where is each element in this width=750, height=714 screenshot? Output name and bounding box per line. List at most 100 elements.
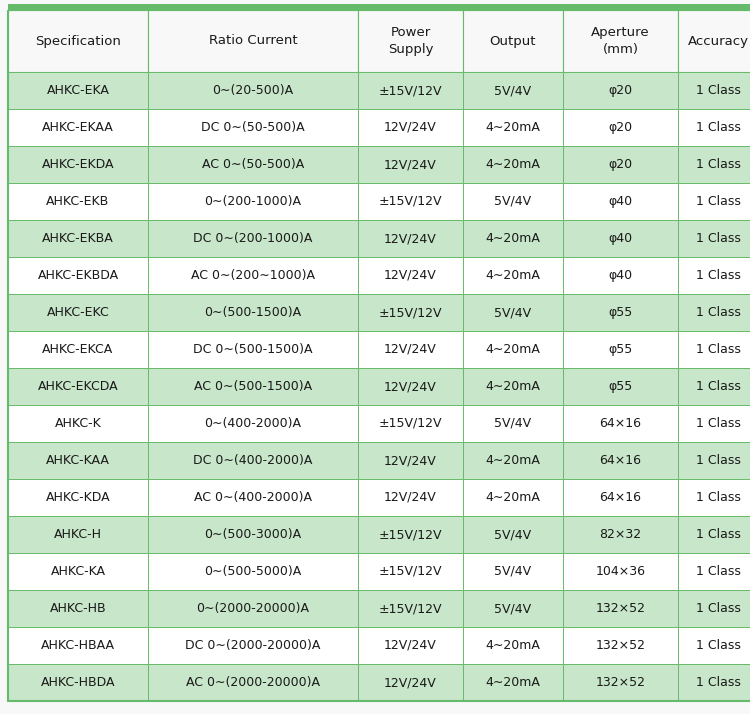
Bar xyxy=(678,368,750,405)
Bar xyxy=(678,590,750,627)
Bar xyxy=(463,10,563,72)
Bar xyxy=(463,294,563,331)
Text: 4∼20mA: 4∼20mA xyxy=(485,158,541,171)
Bar xyxy=(148,405,358,442)
Text: 132×52: 132×52 xyxy=(596,602,646,615)
Text: 1 Class: 1 Class xyxy=(695,121,740,134)
Text: 12V/24V: 12V/24V xyxy=(384,343,436,356)
Bar xyxy=(358,368,463,405)
Text: AC 0∼(500-1500)A: AC 0∼(500-1500)A xyxy=(194,380,312,393)
Text: 1 Class: 1 Class xyxy=(695,232,740,245)
Bar xyxy=(8,109,148,146)
Text: 4∼20mA: 4∼20mA xyxy=(485,121,541,134)
Bar xyxy=(358,479,463,516)
Bar xyxy=(358,72,463,109)
Text: 1 Class: 1 Class xyxy=(695,454,740,467)
Text: DC 0∼(50-500)A: DC 0∼(50-500)A xyxy=(201,121,304,134)
Bar xyxy=(8,553,148,590)
Bar xyxy=(678,442,750,479)
Text: AHKC-EKBA: AHKC-EKBA xyxy=(42,232,114,245)
Text: Output: Output xyxy=(490,34,536,48)
Bar xyxy=(678,664,750,701)
Text: 1 Class: 1 Class xyxy=(695,195,740,208)
Text: 5V/4V: 5V/4V xyxy=(494,306,532,319)
Bar xyxy=(148,590,358,627)
Text: 1 Class: 1 Class xyxy=(695,84,740,97)
Bar xyxy=(678,220,750,257)
Bar xyxy=(563,183,678,220)
Bar xyxy=(148,146,358,183)
Bar xyxy=(563,72,678,109)
Bar xyxy=(563,368,678,405)
Text: 64×16: 64×16 xyxy=(599,491,641,504)
Text: 5V/4V: 5V/4V xyxy=(494,565,532,578)
Bar xyxy=(358,331,463,368)
Text: 0∼(500-1500)A: 0∼(500-1500)A xyxy=(205,306,302,319)
Text: 1 Class: 1 Class xyxy=(695,158,740,171)
Bar xyxy=(463,183,563,220)
Text: 5V/4V: 5V/4V xyxy=(494,84,532,97)
Text: 1 Class: 1 Class xyxy=(695,565,740,578)
Bar xyxy=(358,590,463,627)
Text: 4∼20mA: 4∼20mA xyxy=(485,454,541,467)
Bar xyxy=(8,10,148,72)
Text: 132×52: 132×52 xyxy=(596,676,646,689)
Bar xyxy=(148,72,358,109)
Bar xyxy=(563,405,678,442)
Text: 12V/24V: 12V/24V xyxy=(384,491,436,504)
Bar xyxy=(463,257,563,294)
Text: ±15V/12V: ±15V/12V xyxy=(379,528,442,541)
Text: 12V/24V: 12V/24V xyxy=(384,121,436,134)
Bar xyxy=(8,664,148,701)
Text: AHKC-KDA: AHKC-KDA xyxy=(46,491,110,504)
Bar xyxy=(8,294,148,331)
Text: 82×32: 82×32 xyxy=(599,528,641,541)
Bar xyxy=(358,109,463,146)
Bar xyxy=(148,368,358,405)
Text: 0∼(500-3000)A: 0∼(500-3000)A xyxy=(205,528,302,541)
Bar xyxy=(463,331,563,368)
Text: Accuracy: Accuracy xyxy=(688,34,748,48)
Bar xyxy=(678,146,750,183)
Text: 12V/24V: 12V/24V xyxy=(384,454,436,467)
Text: DC 0∼(2000-20000)A: DC 0∼(2000-20000)A xyxy=(185,639,321,652)
Text: 1 Class: 1 Class xyxy=(695,676,740,689)
Bar xyxy=(678,10,750,72)
Text: 0∼(500-5000)A: 0∼(500-5000)A xyxy=(204,565,302,578)
Text: AC 0∼(50-500)A: AC 0∼(50-500)A xyxy=(202,158,304,171)
Bar xyxy=(358,405,463,442)
Bar xyxy=(148,664,358,701)
Text: ±15V/12V: ±15V/12V xyxy=(379,195,442,208)
Text: Power
Supply: Power Supply xyxy=(388,26,433,56)
Text: AHKC-K: AHKC-K xyxy=(55,417,101,430)
Text: 104×36: 104×36 xyxy=(596,565,646,578)
Bar xyxy=(8,146,148,183)
Text: 4∼20mA: 4∼20mA xyxy=(485,491,541,504)
Bar xyxy=(8,331,148,368)
Bar xyxy=(563,294,678,331)
Text: DC 0∼(200-1000)A: DC 0∼(200-1000)A xyxy=(194,232,313,245)
Bar xyxy=(463,516,563,553)
Bar xyxy=(563,516,678,553)
Bar xyxy=(563,220,678,257)
Bar xyxy=(678,405,750,442)
Text: AHKC-KAA: AHKC-KAA xyxy=(46,454,110,467)
Text: AHKC-HBAA: AHKC-HBAA xyxy=(41,639,115,652)
Bar xyxy=(8,220,148,257)
Text: 4∼20mA: 4∼20mA xyxy=(485,343,541,356)
Text: 5V/4V: 5V/4V xyxy=(494,528,532,541)
Text: DC 0∼(400-2000)A: DC 0∼(400-2000)A xyxy=(194,454,313,467)
Text: ±15V/12V: ±15V/12V xyxy=(379,306,442,319)
Text: AHKC-HBDA: AHKC-HBDA xyxy=(40,676,116,689)
Bar xyxy=(358,553,463,590)
Text: φ20: φ20 xyxy=(608,158,632,171)
Bar xyxy=(148,109,358,146)
Text: 12V/24V: 12V/24V xyxy=(384,676,436,689)
Text: 4∼20mA: 4∼20mA xyxy=(485,676,541,689)
Bar xyxy=(563,479,678,516)
Bar xyxy=(463,109,563,146)
Bar xyxy=(8,442,148,479)
Bar xyxy=(148,331,358,368)
Bar xyxy=(148,442,358,479)
Text: 4∼20mA: 4∼20mA xyxy=(485,380,541,393)
